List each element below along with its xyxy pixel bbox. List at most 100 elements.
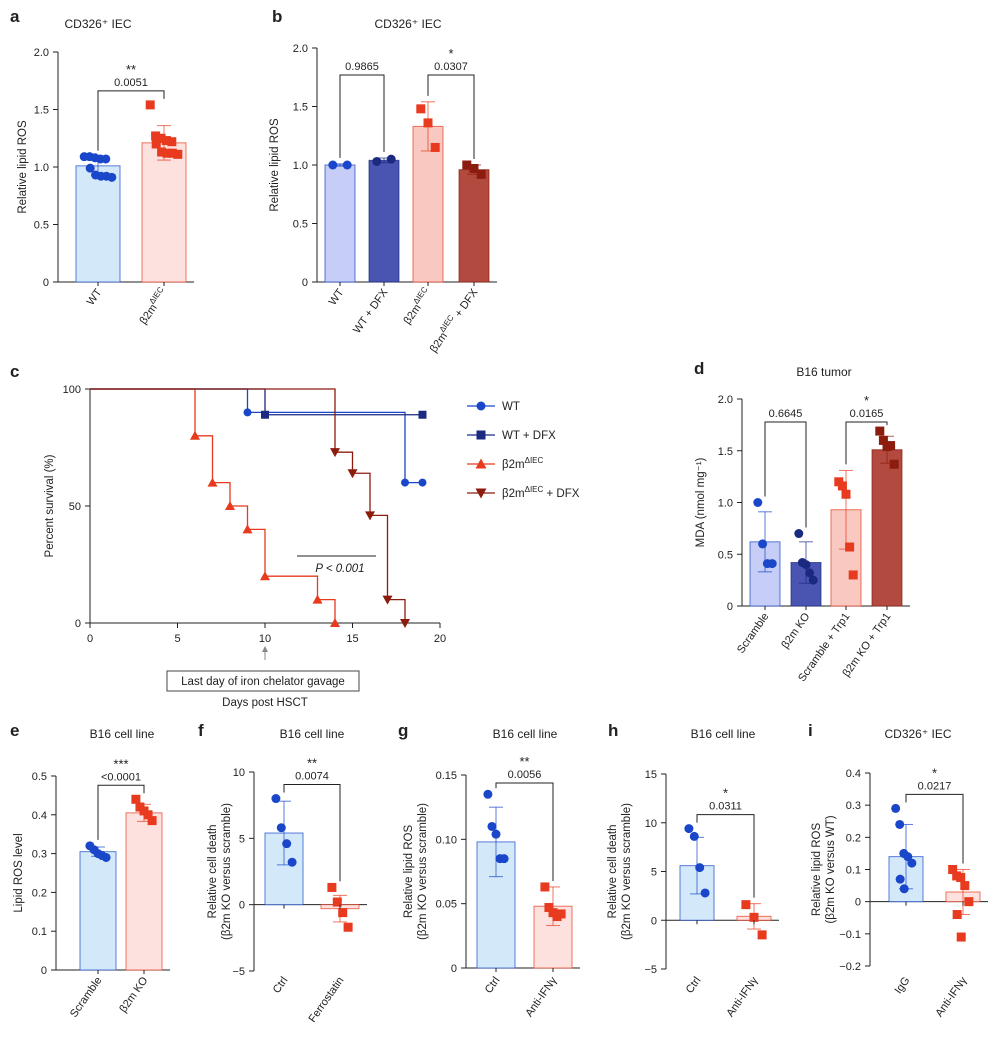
y-tick-label: 0 <box>239 900 245 912</box>
data-point <box>145 100 155 110</box>
survival-marker <box>207 477 218 487</box>
y-tick-label: 0 <box>855 897 861 909</box>
data-point <box>342 160 352 170</box>
legend-marker <box>476 430 486 440</box>
data-point <box>416 104 426 114</box>
data-point <box>499 854 509 864</box>
p-value-label: 0.0307 <box>434 61 468 73</box>
significance-stars: ** <box>519 754 529 769</box>
y-axis-label: Relative lipid ROS <box>17 120 29 214</box>
panel-title: B16 cell line <box>280 727 345 741</box>
significance-stars: * <box>448 46 453 61</box>
bar <box>75 165 121 283</box>
data-point <box>343 922 353 932</box>
survival-marker <box>243 408 252 417</box>
significance-stars: ** <box>126 62 136 77</box>
data-point <box>469 164 479 174</box>
data-point <box>875 426 885 436</box>
data-point <box>423 118 433 128</box>
p-value-label: <0.0001 <box>101 771 141 783</box>
bar <box>125 812 163 971</box>
panel-letter: f <box>198 721 204 740</box>
panel-c: c 0 50 100 0 5 10 15 20 Percent survival (%) Days … <box>10 362 580 709</box>
data-point <box>841 489 851 499</box>
data-point <box>462 160 472 170</box>
data-point <box>540 882 550 892</box>
y-tick-label: 0.05 <box>436 899 457 911</box>
survival-marker <box>365 511 375 521</box>
x-tick-label: WT <box>327 287 347 308</box>
y-tick-label: 0.5 <box>293 219 308 231</box>
x-axis-label: Days post HSCT <box>222 697 308 709</box>
y-tick-label: −0.2 <box>839 961 861 973</box>
y-axis-label: Relative cell death (β2m KO versus scramb… <box>207 803 233 940</box>
x-tick-label: β2m KO <box>779 610 812 650</box>
survival-marker <box>242 524 253 534</box>
data-point <box>753 498 763 507</box>
x-tick-label: Ctrl <box>684 975 704 996</box>
panel-title: B16 cell line <box>90 727 155 741</box>
y-axis-label: Relative lipid ROS (β2m KO versus scrambl… <box>403 803 429 940</box>
y-tick-label: 0 <box>451 963 457 975</box>
data-point <box>741 900 751 910</box>
survival-marker <box>261 410 269 419</box>
significance-stars: * <box>932 765 937 780</box>
data-point <box>338 908 348 918</box>
bar <box>458 169 490 283</box>
bar <box>368 159 400 283</box>
significance-bracket <box>283 784 341 882</box>
survival-marker <box>347 469 358 479</box>
x-tick-label: β2m KO <box>117 974 150 1014</box>
y-tick-label: 0 <box>651 915 657 927</box>
data-point <box>684 824 694 834</box>
panel-b: b CD326⁺ IEC 0 0.5 1.0 1.5 2.0 Relative lipid R… <box>269 7 497 355</box>
p-value-label: 0.0217 <box>918 780 952 792</box>
data-point <box>695 863 705 873</box>
y-tick-label: 1.5 <box>718 446 733 458</box>
significance-bracket <box>97 784 145 840</box>
data-point <box>147 816 157 826</box>
y-tick-label: 100 <box>63 384 81 396</box>
data-point <box>878 435 888 445</box>
callout-box <box>166 670 360 692</box>
data-point <box>282 839 292 849</box>
data-point <box>156 133 166 143</box>
panel-letter: g <box>398 721 408 740</box>
y-tick-label: 1.0 <box>293 160 308 172</box>
data-point <box>960 881 970 891</box>
y-tick-label: 5 <box>651 867 657 879</box>
survival-marker <box>401 478 409 487</box>
data-point <box>889 459 899 469</box>
x-tick-label: WT <box>85 287 105 308</box>
y-tick-label: 0 <box>727 601 733 613</box>
x-tick-label: 5 <box>174 633 180 645</box>
data-point <box>476 169 486 179</box>
data-point <box>151 139 161 149</box>
data-point <box>767 559 777 569</box>
data-point <box>758 539 768 549</box>
panel-letter: d <box>694 359 704 378</box>
y-tick-label: 0.2 <box>846 832 861 844</box>
y-axis-label: Percent survival (%) <box>44 454 56 557</box>
legend-marker <box>475 488 487 499</box>
data-point <box>131 794 141 804</box>
data-point <box>101 852 111 862</box>
survival-marker <box>312 594 323 604</box>
y-tick-label: 0.15 <box>436 770 457 782</box>
significance-stars: *** <box>113 756 128 771</box>
bar <box>79 851 117 971</box>
x-tick-label: Anti-IFNγ <box>724 974 760 1019</box>
survival-line <box>90 388 423 484</box>
legend-marker <box>476 401 486 411</box>
significance-bracket <box>97 90 165 151</box>
data-point <box>173 149 183 159</box>
data-point <box>151 131 161 141</box>
p-value-label: 0.0311 <box>709 801 742 813</box>
legend-marker <box>475 458 487 469</box>
bar <box>141 142 187 283</box>
data-point <box>757 930 767 940</box>
y-tick-label: 10 <box>645 818 657 830</box>
data-point <box>805 568 815 578</box>
data-point <box>689 831 699 841</box>
